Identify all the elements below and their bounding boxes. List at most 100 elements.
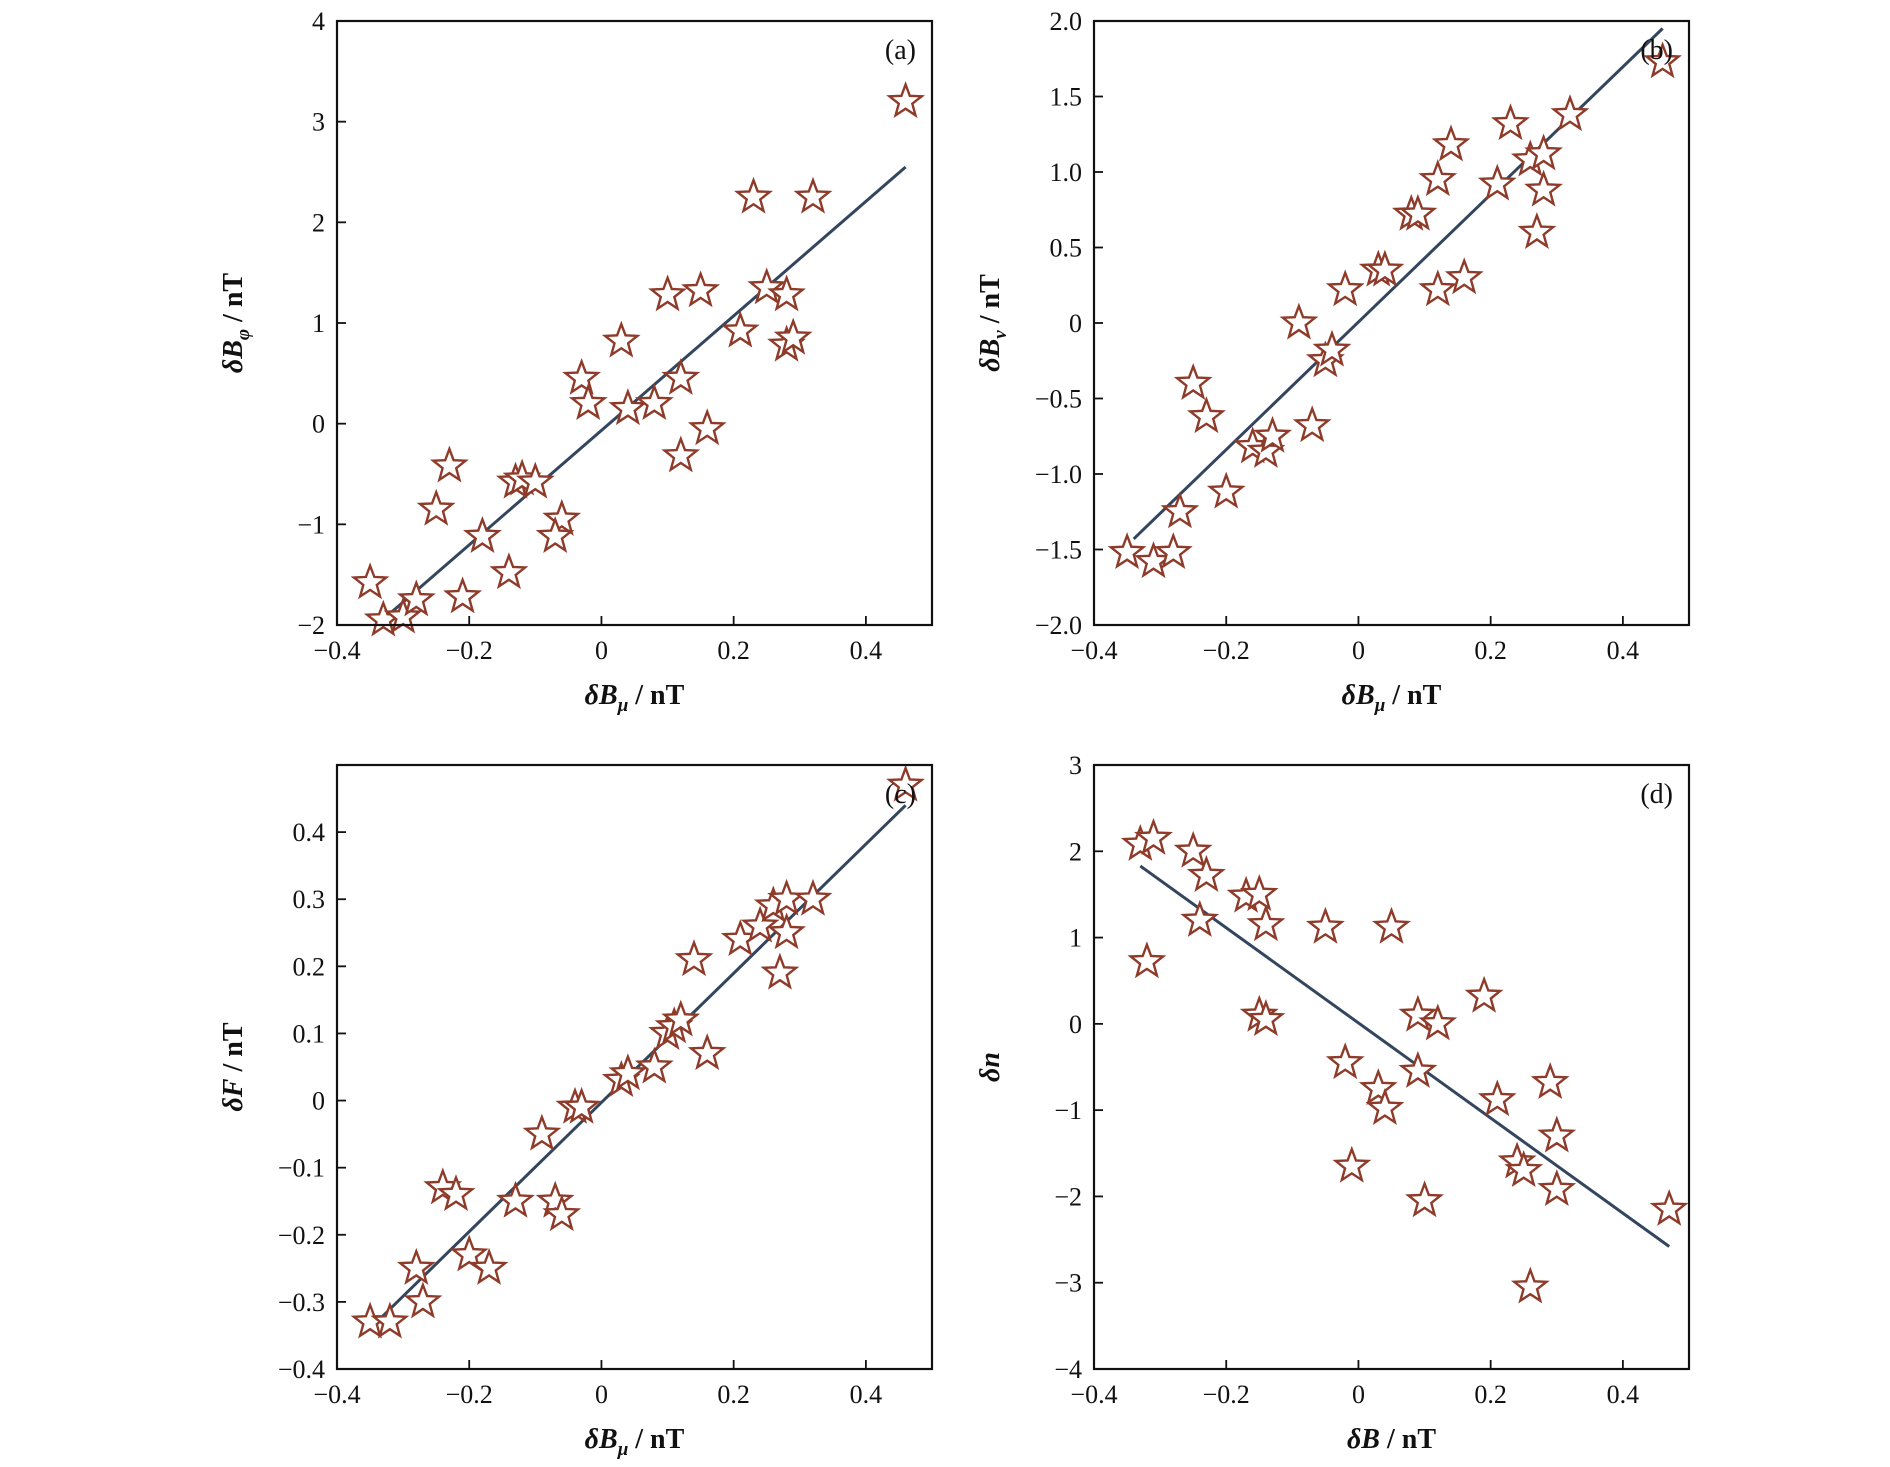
- panel-b-data-point: [1477, 163, 1517, 201]
- panel-b-x-axis-label: δBμ / nT: [1342, 680, 1442, 716]
- panel-b-data-point: [1524, 169, 1563, 207]
- panel-c: −0.4 −0.2 0 0.2 0.4 −0.4 −0.3 −0.2 −0.1 0 0.1 0.2 0.…: [218, 763, 934, 1460]
- panel-b-data-point: [1418, 159, 1458, 197]
- panel-a-x-tick-label: −0.2: [446, 636, 493, 665]
- panel-b-data-point: [1524, 133, 1563, 171]
- panel-d-fit-line: [1139, 864, 1671, 1248]
- panel-b-ticks: −0.4 −0.2 0 0.2 0.4 −2.0 −1.5 −1.0 −0.5 0 0.5 1.0 1.…: [1035, 7, 1639, 665]
- panel-c-y-tick-label: −0.1: [278, 1154, 325, 1183]
- panel-b-data-point: [1292, 405, 1332, 443]
- panel-d-y-tick-label: −2: [1054, 1182, 1082, 1211]
- panel-b-y-tick-label: 1.0: [1050, 158, 1083, 187]
- panel-a: −0.4 −0.2 0 0.2 0.4 −2 −1 0 1 2 3 4 (a) δBμ / nT δB…: [218, 7, 934, 716]
- panel-b-data-point: [1491, 103, 1530, 141]
- panel-c-data-point: [562, 1086, 602, 1124]
- panel-b-x-tick-label: 0: [1352, 636, 1365, 665]
- panel-c-data-point: [370, 1301, 410, 1339]
- panel-b-y-tick-label: 1.5: [1050, 83, 1083, 112]
- panel-d-data-point: [1358, 1068, 1398, 1106]
- panel-c-points: [350, 764, 925, 1339]
- panel-b-data-point: [1398, 193, 1438, 231]
- panel-a-x-tick-label: 0.4: [850, 636, 883, 665]
- panel-a-data-point: [767, 274, 806, 312]
- panel-a-data-point: [747, 267, 787, 305]
- panel-a-y-tick-label: 4: [312, 7, 325, 36]
- panel-b-fit-line: [1132, 27, 1664, 540]
- panel-a-points: [350, 81, 925, 637]
- panel-a-data-point: [443, 576, 483, 614]
- panel-a-x-tick-label: −0.4: [313, 636, 360, 665]
- panel-b-data-point: [1517, 211, 1557, 250]
- panel-b-data-point: [1253, 415, 1292, 453]
- panel-b: −0.4 −0.2 0 0.2 0.4 −2.0 −1.5 −1.0 −0.5 0 0.5 1.0 1.…: [975, 7, 1691, 716]
- panel-b-data-point: [1107, 532, 1147, 570]
- panel-d-data-point: [1325, 1042, 1365, 1080]
- panel-a-y-tick-label: 2: [312, 208, 325, 237]
- panel-d-data-point: [1127, 941, 1167, 979]
- panel-c-data-point: [674, 939, 714, 977]
- panel-a-data-point: [793, 176, 833, 214]
- panel-b-data-point: [1550, 94, 1590, 132]
- panel-d-x-tick-label: −0.4: [1070, 1380, 1117, 1409]
- panel-c-y-tick-label: 0.1: [293, 1019, 326, 1048]
- panel-a-data-point: [601, 320, 641, 358]
- panel-d-frame: [1092, 763, 1691, 1371]
- panel-b-y-axis-label: δBν / nT: [975, 274, 1011, 372]
- panel-a-data-point: [608, 388, 648, 426]
- panel-b-data-point: [1444, 257, 1484, 295]
- panel-d-data-point: [1305, 906, 1345, 944]
- panel-d-data-point: [1530, 1062, 1570, 1100]
- panel-d-data-point: [1239, 873, 1279, 911]
- panel-a-data-point: [515, 461, 555, 499]
- panel-d-data-point: [1477, 1079, 1517, 1117]
- panel-a-x-tick-label: 0.2: [717, 636, 750, 665]
- panel-a-y-tick-label: 0: [312, 410, 325, 439]
- panel-d-data-point: [1332, 1145, 1372, 1183]
- panel-c-data-point: [542, 1194, 582, 1232]
- panel-b-data-point: [1153, 532, 1193, 570]
- panel-d-x-tick-label: 0: [1352, 1380, 1365, 1409]
- panel-d-data-point: [1649, 1188, 1689, 1226]
- panel-b-points: [1107, 41, 1682, 579]
- panel-b-x-tick-label: −0.2: [1203, 636, 1250, 665]
- panel-c-data-point: [793, 878, 833, 916]
- panel-a-x-axis-label: δBμ / nT: [585, 680, 685, 716]
- panel-b-data-point: [1279, 302, 1319, 340]
- panel-d-letter: (d): [1640, 779, 1673, 810]
- panel-b-y-tick-label: −1.5: [1035, 536, 1082, 565]
- panel-a-data-point: [416, 488, 456, 526]
- panel-a-data-point: [463, 515, 502, 553]
- panel-d-data-point: [1464, 975, 1504, 1013]
- panel-a-data-point: [568, 383, 608, 421]
- panel-a-data-point: [429, 445, 469, 483]
- panel-a-y-axis-label: δBφ / nT: [218, 273, 254, 374]
- panel-b-y-tick-label: 0: [1069, 309, 1082, 338]
- panel-a-y-tick-label: −2: [297, 611, 325, 640]
- panel-d-y-tick-label: 1: [1069, 924, 1082, 953]
- panel-a-y-tick-label: −1: [297, 510, 325, 539]
- panel-a-data-point: [886, 81, 925, 119]
- panel-c-data-point: [403, 1281, 443, 1319]
- panel-a-data-point: [396, 579, 436, 617]
- panel-a-data-point: [634, 383, 674, 421]
- panel-d-data-point: [1365, 1087, 1405, 1125]
- panel-c-x-tick-label: 0: [595, 1380, 608, 1409]
- panel-c-data-point: [449, 1234, 489, 1272]
- panel-c-y-tick-label: −0.2: [278, 1221, 325, 1250]
- panel-a-data-point: [681, 270, 721, 308]
- panel-c-data-point: [496, 1180, 535, 1218]
- panel-d-y-tick-label: 3: [1069, 751, 1082, 780]
- panel-b-x-tick-label: −0.4: [1070, 636, 1117, 665]
- panel-c-x-tick-label: −0.2: [446, 1380, 493, 1409]
- panel-d-x-tick-label: 0.4: [1607, 1380, 1640, 1409]
- panel-a-y-tick-label: 3: [312, 108, 325, 137]
- panel-d-y-axis-label: δn: [975, 1052, 1006, 1082]
- panel-c-data-point: [767, 912, 806, 950]
- panel-b-data-point: [1206, 471, 1246, 509]
- panel-b-x-tick-label: 0.4: [1607, 636, 1640, 665]
- panel-d-data-point: [1537, 1115, 1577, 1153]
- panel-a-data-point: [562, 357, 602, 395]
- panel-a-data-point: [542, 498, 582, 536]
- panel-d-y-tick-label: 0: [1069, 1010, 1082, 1039]
